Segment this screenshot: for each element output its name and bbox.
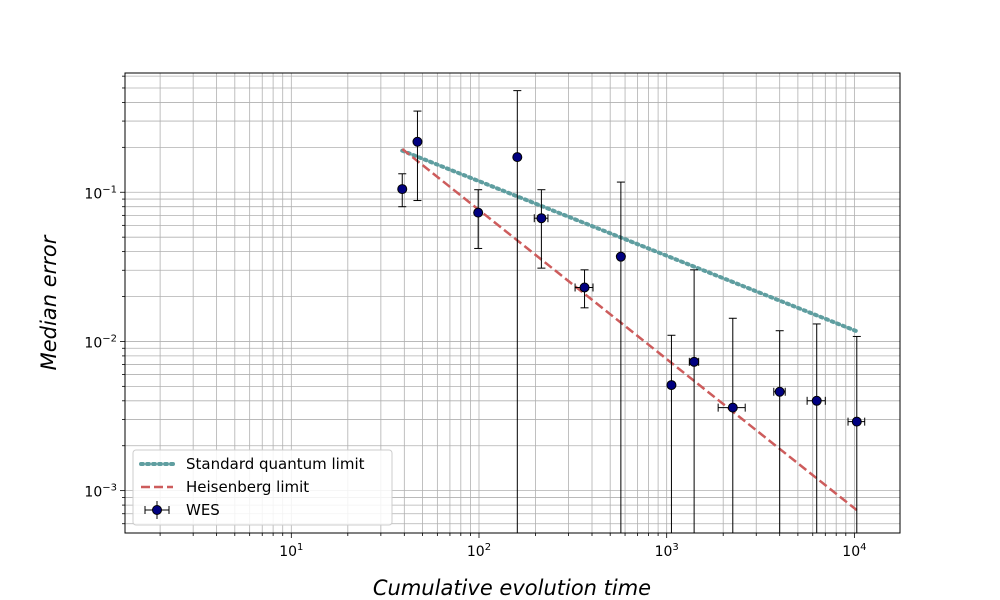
wes-marker: [397, 184, 408, 195]
wes-point: [574, 269, 594, 309]
wes-marker: [473, 207, 484, 218]
wes-point: [847, 335, 866, 533]
standard-quantum-limit-line: [400, 148, 859, 334]
wes-point: [773, 330, 786, 533]
wes-marker: [666, 380, 677, 391]
wes-marker: [412, 136, 423, 147]
wes-point: [397, 173, 408, 208]
x-axis-title: Cumulative evolution time: [373, 576, 651, 600]
legend: Standard quantum limit Heisenberg limit WE…: [132, 449, 393, 526]
wes-point: [717, 317, 746, 533]
wes-marker: [811, 395, 822, 406]
wes-marker: [851, 416, 862, 427]
y-tick-label: 10−3: [84, 483, 117, 501]
x-tick-label: 103: [655, 542, 679, 560]
wes-marker: [615, 251, 626, 262]
legend-wes-marker: [152, 505, 162, 515]
x-tick-label: 104: [842, 542, 866, 560]
wes-marker: [536, 213, 547, 224]
legend-box: [132, 449, 393, 526]
wes-point: [666, 334, 677, 533]
wes-point: [806, 323, 826, 533]
y-tick-label: 10−1: [84, 184, 117, 202]
legend-label: WES: [186, 501, 220, 519]
axis-ticks: 101 102 103 104 10−3 10−2 10−1: [84, 75, 866, 560]
wes-marker: [774, 386, 785, 397]
y-axis-title: Median error: [37, 234, 61, 370]
legend-label: Standard quantum limit: [186, 455, 365, 473]
plot-series: [397, 90, 866, 533]
wes-point: [688, 269, 700, 533]
wes-marker: [512, 152, 523, 163]
wes-point: [512, 90, 523, 533]
wes-marker: [579, 282, 590, 293]
wes-point: [533, 189, 549, 269]
plot-frame: [124, 72, 901, 534]
wes-marker: [689, 356, 700, 367]
wes-point: [412, 110, 423, 202]
y-tick-label: 10−2: [84, 333, 117, 351]
wes-point: [473, 189, 484, 249]
x-tick-label: 102: [467, 542, 491, 560]
wes-point: [615, 181, 626, 533]
wes-marker: [727, 402, 738, 413]
legend-label: Heisenberg limit: [186, 478, 309, 496]
x-tick-label: 101: [279, 542, 303, 560]
